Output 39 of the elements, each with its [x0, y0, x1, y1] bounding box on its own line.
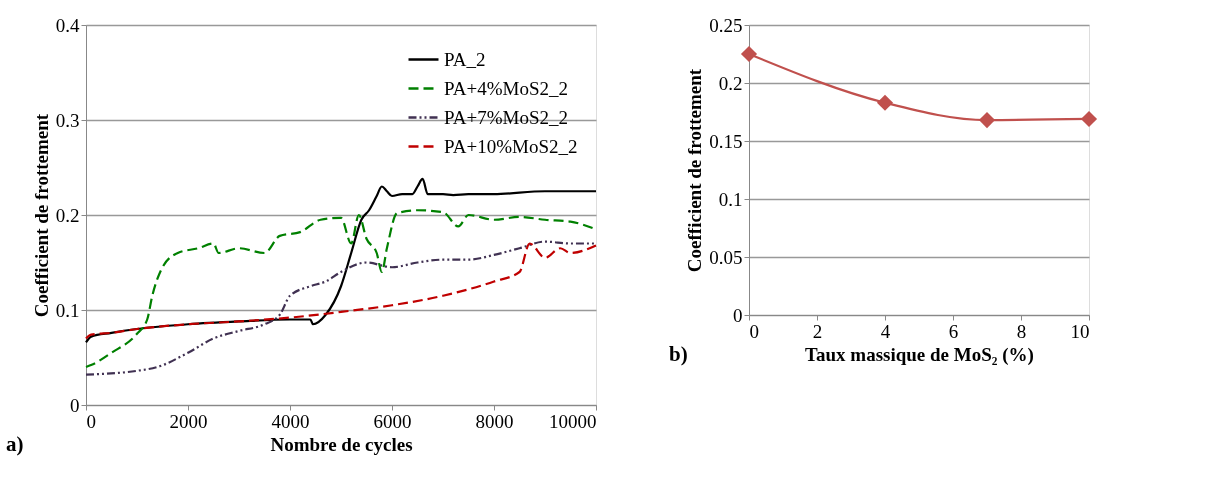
- x-tick-label: 2: [812, 320, 823, 342]
- x-axis-title: Taux massique de MoS₂ (%): [805, 343, 1034, 366]
- y-tick-label: 0.1: [718, 188, 743, 210]
- legend-label: PA+4%MoS2_2: [444, 77, 569, 99]
- point: [1080, 110, 1098, 128]
- y-tick-label: 0.4: [55, 14, 80, 36]
- y-tick-label: 0.1: [55, 299, 80, 321]
- x-tick-label: 4: [880, 320, 891, 342]
- y-tick-label: 0.15: [709, 130, 743, 152]
- y-tick-label: 0: [733, 304, 743, 326]
- x-tick-label: 8000: [475, 410, 514, 432]
- x-tick-label: 6: [948, 320, 959, 342]
- x-tick-label: 0: [749, 320, 759, 342]
- x-tick-label: 8: [1016, 320, 1027, 342]
- x-tick-label: 10000: [549, 410, 597, 432]
- y-tick-label: 0.2: [55, 204, 80, 226]
- line-series: [84, 177, 598, 344]
- line-series: [84, 242, 598, 340]
- point: [978, 112, 996, 129]
- legend-label: PA+10%MoS2_2: [444, 135, 578, 157]
- x-tick-label: 4000: [271, 410, 310, 432]
- y-tick-label: 0.25: [709, 14, 743, 36]
- point: [740, 45, 758, 63]
- legend-label: PA+7%MoS2_2: [444, 106, 569, 128]
- x-axis-title: Nombre de cycles: [270, 433, 413, 455]
- x-tick-label: 0: [86, 410, 96, 432]
- y-tick-label: 0.3: [55, 109, 80, 131]
- y-axis-title: Coefficient de frottement: [30, 113, 52, 318]
- x-tick-label: 6000: [373, 410, 412, 432]
- y-tick-label: 0.2: [718, 72, 743, 94]
- x-tick-label: 10: [1070, 320, 1090, 342]
- y-tick-label: 0.05: [709, 246, 743, 268]
- y-axis-title: Coefficient de frottement: [684, 68, 706, 273]
- text: b): [669, 342, 688, 366]
- y-tick-label: 0: [70, 394, 80, 416]
- text: a): [6, 432, 24, 456]
- x-tick-label: 2000: [169, 410, 208, 432]
- point: [876, 94, 894, 111]
- legend-label: PA_2: [444, 48, 486, 70]
